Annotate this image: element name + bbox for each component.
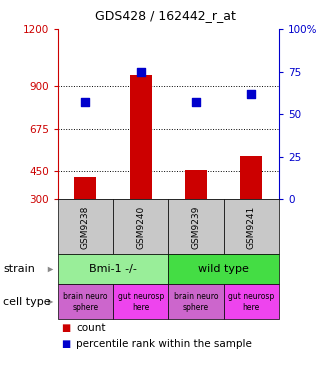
- Text: GSM9239: GSM9239: [191, 205, 200, 249]
- Point: [248, 91, 254, 97]
- Text: Bmi-1 -/-: Bmi-1 -/-: [89, 265, 137, 274]
- Text: strain: strain: [3, 265, 35, 274]
- Text: ■: ■: [61, 323, 70, 333]
- Text: GSM9238: GSM9238: [81, 205, 90, 249]
- Point: [83, 100, 88, 105]
- Bar: [185, 170, 207, 199]
- Text: gut neurosp
here: gut neurosp here: [117, 292, 164, 312]
- Point: [138, 69, 143, 75]
- Bar: [240, 156, 262, 199]
- Text: GSM9240: GSM9240: [136, 205, 145, 249]
- Text: brain neuro
sphere: brain neuro sphere: [63, 292, 108, 312]
- Text: cell type: cell type: [3, 297, 51, 307]
- Bar: [130, 75, 152, 199]
- Text: count: count: [76, 323, 105, 333]
- Text: wild type: wild type: [198, 265, 249, 274]
- Text: brain neuro
sphere: brain neuro sphere: [174, 292, 218, 312]
- Text: percentile rank within the sample: percentile rank within the sample: [76, 339, 252, 348]
- Bar: [74, 177, 96, 199]
- Text: GDS428 / 162442_r_at: GDS428 / 162442_r_at: [95, 9, 235, 22]
- Text: ■: ■: [61, 339, 70, 348]
- Text: GSM9241: GSM9241: [247, 205, 256, 249]
- Text: gut neurosp
here: gut neurosp here: [228, 292, 274, 312]
- Point: [193, 100, 199, 105]
